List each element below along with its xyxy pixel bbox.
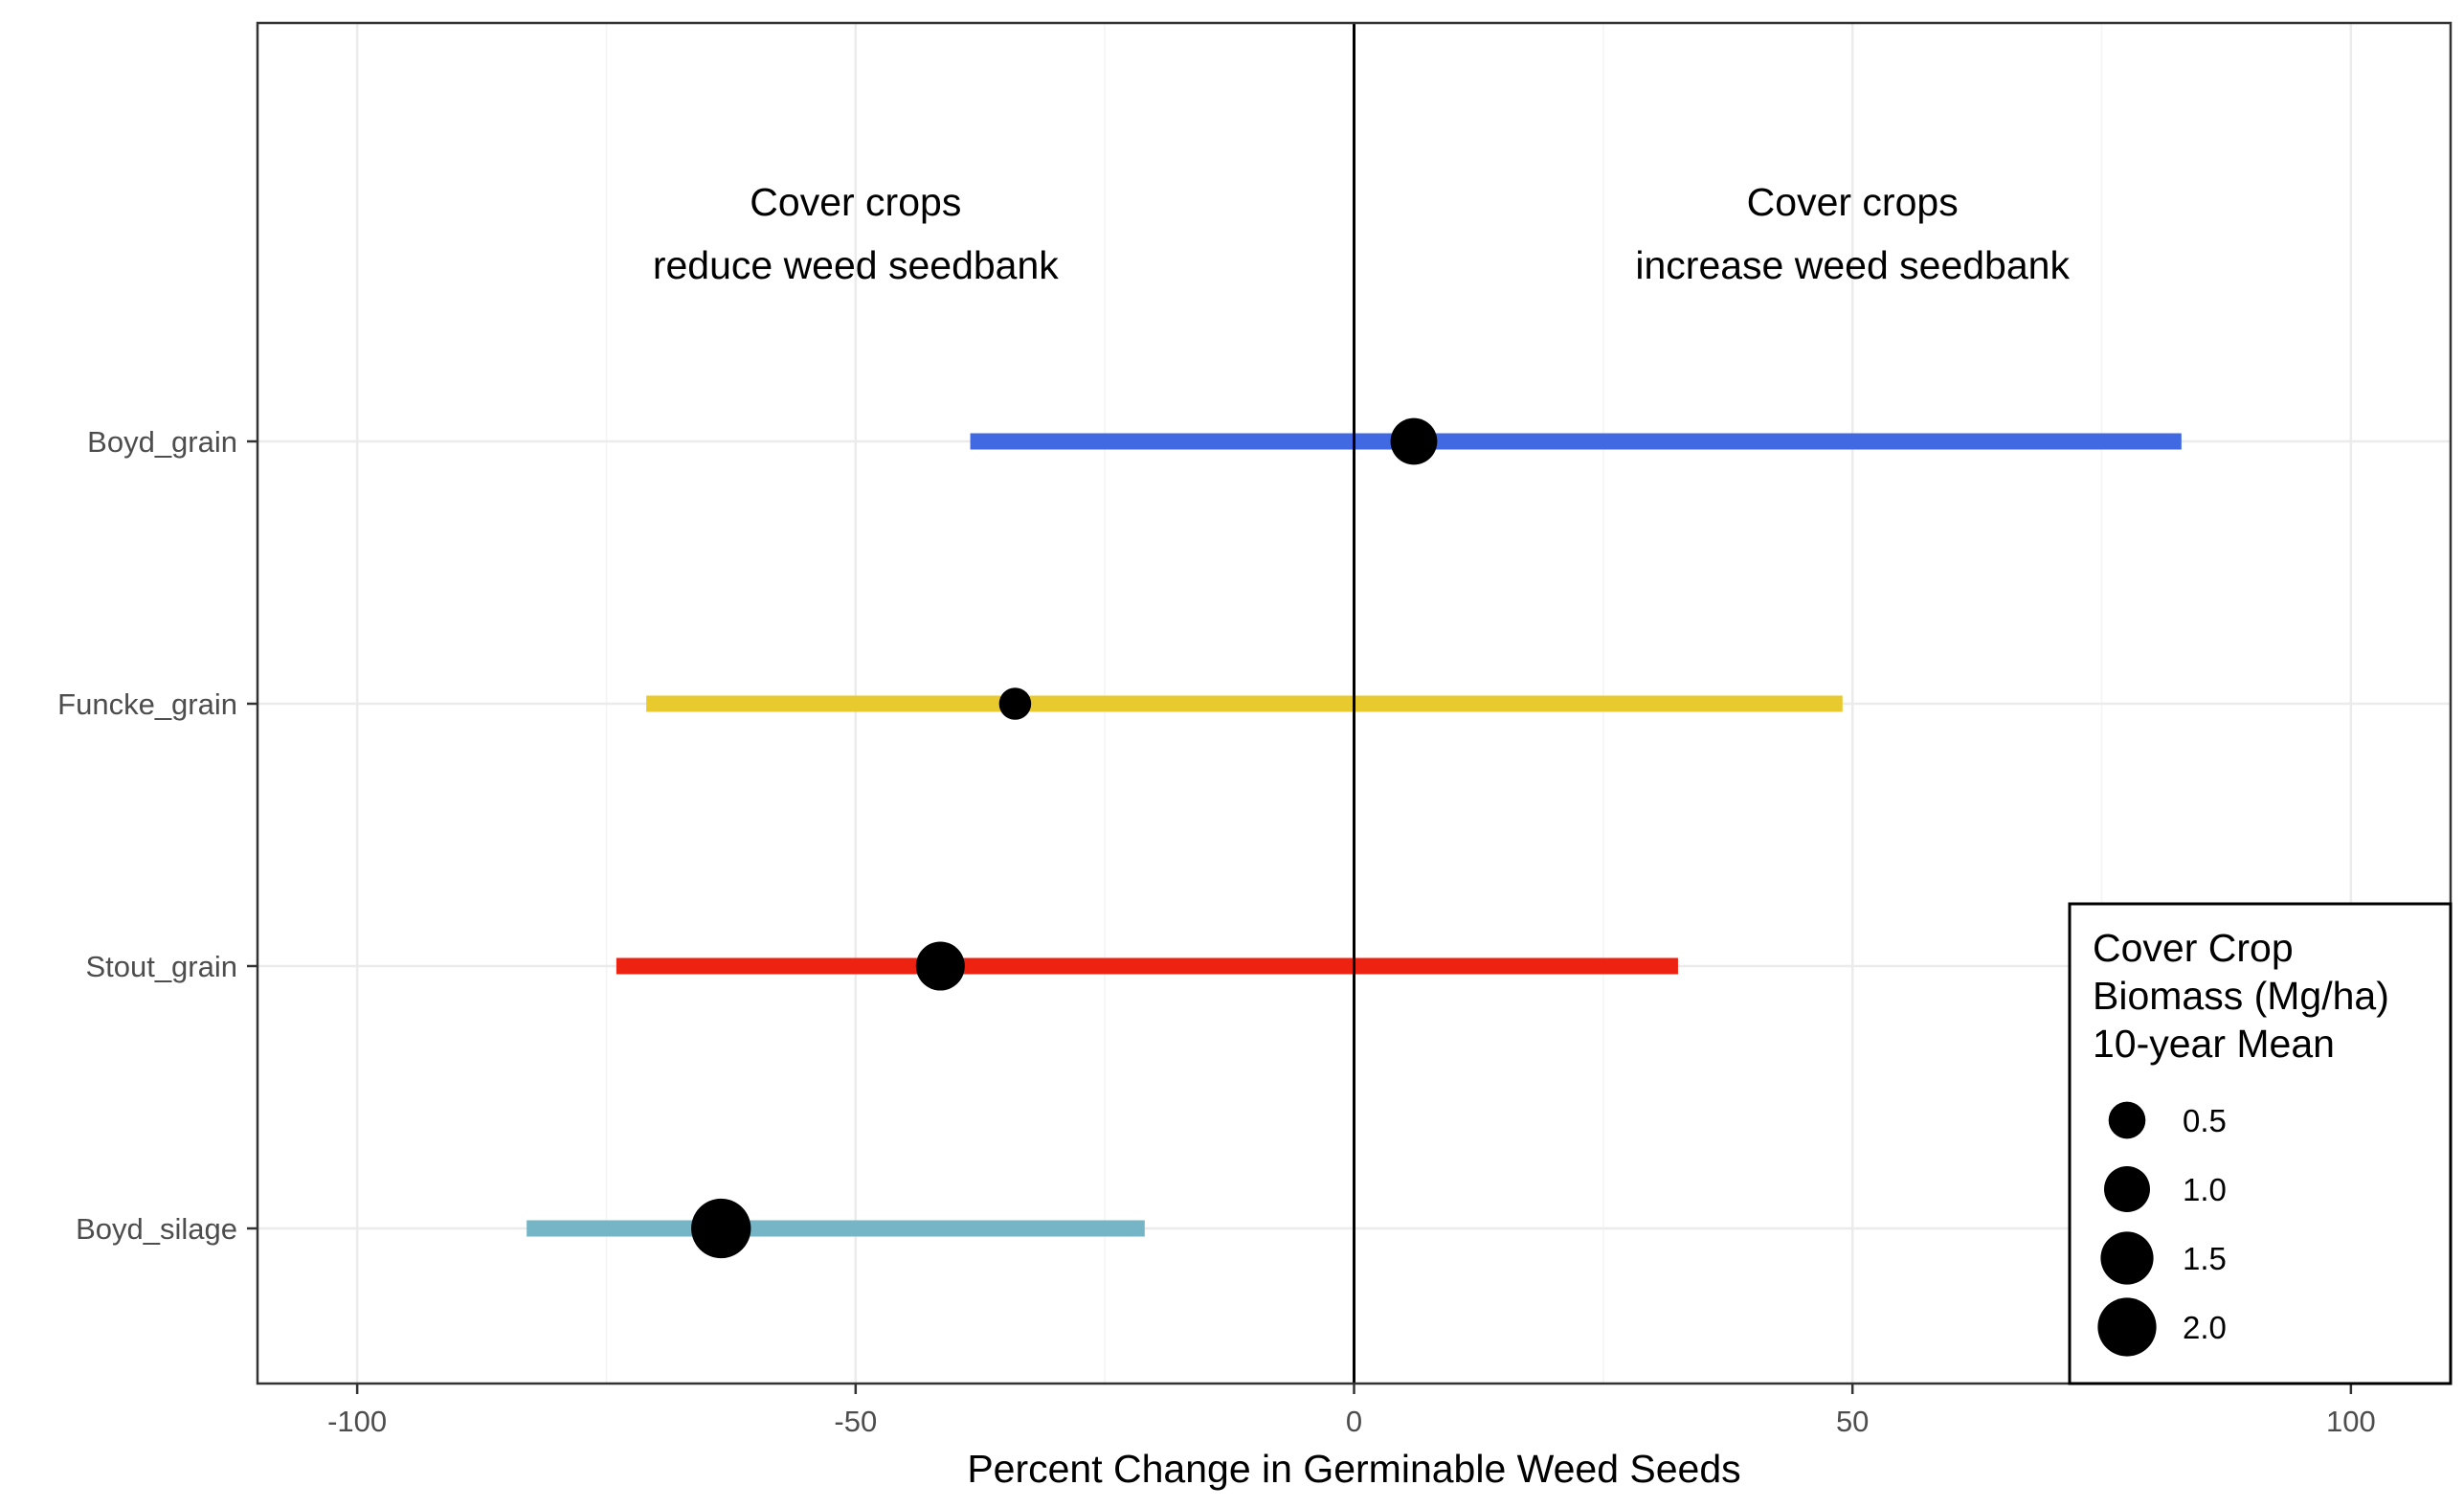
x-tick-label: 0	[1346, 1405, 1362, 1438]
legend-size-key	[2100, 1231, 2154, 1285]
y-tick-label: Stout_grain	[85, 950, 237, 983]
x-tick-label: 100	[2326, 1405, 2376, 1438]
annotation-text: Cover crops	[750, 180, 961, 224]
legend-size-key	[2097, 1297, 2157, 1357]
x-axis-title: Percent Change in Germinable Weed Seeds	[967, 1447, 1740, 1491]
annotation-text: increase weed seedbank	[1635, 243, 2070, 287]
legend-size-label: 1.5	[2183, 1241, 2227, 1276]
estimate-point-boyd-grain	[1390, 417, 1438, 465]
estimate-point-stout-grain	[915, 941, 965, 991]
x-tick-label: 50	[1836, 1405, 1869, 1438]
x-tick-label: -50	[834, 1405, 877, 1438]
legend-size-label: 1.0	[2183, 1172, 2227, 1207]
legend-size-key	[2108, 1101, 2146, 1139]
y-tick-label: Boyd_grain	[87, 425, 237, 459]
estimate-point-boyd-silage	[691, 1198, 751, 1259]
estimate-point-funcke-grain	[998, 687, 1032, 720]
legend-size-label: 0.5	[2183, 1103, 2227, 1138]
legend-title-line: 10-year Mean	[2093, 1022, 2335, 1066]
legend-size-key	[2104, 1166, 2150, 1212]
legend-title-line: Cover Crop	[2093, 926, 2294, 970]
x-axis: -100 -50 0 50 100	[327, 1384, 2376, 1438]
annotation-text: Cover crops	[1747, 180, 1959, 224]
interval-bars	[526, 433, 2182, 1237]
legend-title-line: Biomass (Mg/ha)	[2093, 974, 2389, 1018]
estimate-points	[691, 417, 1438, 1259]
y-tick-label: Boyd_silage	[76, 1212, 237, 1246]
legend-size-label: 2.0	[2183, 1310, 2227, 1345]
y-tick-label: Funcke_grain	[57, 687, 237, 721]
annotations: Cover crops reduce weed seedbank Cover cro…	[653, 180, 2071, 287]
y-axis: Boyd_grain Funcke_grain Stout_grain Boyd_si…	[57, 425, 258, 1246]
annotation-text: reduce weed seedbank	[653, 243, 1059, 287]
x-tick-label: -100	[327, 1405, 387, 1438]
